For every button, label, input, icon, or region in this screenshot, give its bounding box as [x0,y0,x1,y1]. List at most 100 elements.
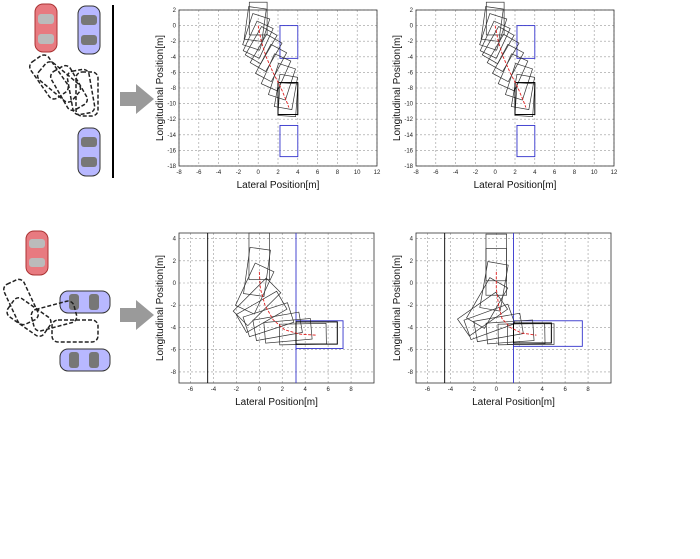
trajectory-line [494,25,527,108]
vehicle-pose [252,311,303,341]
x-tick-label: 8 [573,170,577,176]
parked-car-icon [59,348,111,372]
trajectory-plot-parallel-2: -8 -6 -4 -2 0 2 4 6 8 10 12 -18 -16 -14 -12 -10 -8 -6 -4 -2… [392,1,618,191]
vehicle-pose [513,322,552,344]
plot-frame [178,9,378,167]
vehicle-pose [260,53,292,92]
x-tick-label: -6 [433,170,439,176]
y-tick-label: -14 [404,133,413,139]
parking-slot-box [516,25,536,59]
vehicle-pose [514,82,536,116]
vehicle-pose [235,290,288,333]
trajectory-line [258,271,317,336]
y-tick-label: -2 [171,39,177,45]
x-tick-label: -4 [216,170,222,176]
y-tick-label: 0 [410,281,414,287]
vehicle-pose [514,82,536,118]
x-tick-label: -4 [211,387,217,393]
y-tick-label: 2 [173,8,177,14]
x-axis-label: Lateral Position[m] [235,397,318,408]
x-tick-label: 2 [281,387,285,393]
y-tick-label: -16 [167,148,176,154]
x-tick-label: -2 [234,387,240,393]
trajectory-line [257,25,290,108]
y-tick-label: 4 [173,237,177,243]
x-tick-label: -6 [425,387,431,393]
x-tick-label: 8 [336,170,340,176]
y-tick-label: -2 [408,39,414,45]
y-tick-label: 0 [173,281,177,287]
vehicle-pose [242,20,274,59]
x-tick-label: 0 [494,170,498,176]
y-tick-label: -2 [408,303,414,309]
y-tick-label: -6 [408,348,414,354]
y-tick-label: -16 [404,148,413,154]
vehicle-pose [235,262,275,315]
y-axis-label: Longitudinal Position[m] [392,35,403,141]
x-tick-label: 2 [276,170,280,176]
y-tick-label: -18 [404,164,413,170]
y-axis-label: Longitudinal Position[m] [155,255,166,361]
vehicle-pose [243,6,267,42]
vehicle-pose [255,43,288,83]
x-tick-label: 6 [553,170,557,176]
vehicle-pose [504,62,533,101]
vehicle-pose [232,277,282,327]
x-tick-label: 8 [586,387,590,393]
y-tick-label: 0 [173,24,177,30]
vehicle-pose [244,25,278,65]
y-tick-label: -12 [167,117,176,123]
y-tick-label: -2 [171,303,177,309]
trajectory-plot-perpendicular-1: -6 -4 -2 0 2 4 6 8 -8 -6 -4 -2 0 2 4 Lateral Position[m… [155,232,375,408]
x-tick-label: 4 [533,170,537,176]
x-tick-label: -8 [413,170,419,176]
x-axis-label: Lateral Position[m] [474,180,557,191]
x-tick-label: -2 [473,170,479,176]
y-tick-label: -4 [171,325,177,331]
vehicle-pose [486,33,520,73]
x-tick-label: 0 [257,170,261,176]
x-tick-label: -6 [196,170,202,176]
x-tick-label: 0 [258,387,262,393]
x-tick-label: -8 [176,170,182,176]
y-tick-label: -8 [171,370,177,376]
x-tick-label: 4 [541,387,545,393]
vehicle-pose [263,318,313,344]
vehicle-pose [481,25,515,65]
x-tick-label: 6 [316,170,320,176]
vehicle-pose [249,33,283,73]
arrow-right-icon [120,300,154,330]
vehicle-pose [479,20,511,59]
vehicle-pose [295,321,338,345]
perpendicular-parking-illustration [2,230,111,372]
vehicle-pose [243,246,271,297]
x-tick-label: 2 [513,170,517,176]
vehicle-pose [242,302,295,338]
vehicle-pose [277,82,299,116]
x-tick-label: 4 [304,387,308,393]
red-car-icon [34,3,58,53]
y-axis-label: Longitudinal Position[m] [392,255,403,361]
x-tick-label: 2 [518,387,522,393]
y-tick-label: -10 [404,102,413,108]
trajectory-plot-perpendicular-2: -6 -4 -2 0 2 4 6 8 -8 -6 -4 -2 0 2 4 Lateral Position[m… [392,232,612,408]
y-tick-label: -6 [408,70,414,76]
vehicle-pose [479,13,508,51]
vehicle-pose [242,13,271,51]
y-tick-label: 4 [410,237,414,243]
y-tick-label: -18 [167,164,176,170]
x-tick-label: 4 [296,170,300,176]
y-tick-label: -8 [171,86,177,92]
red-car-icon [25,230,49,276]
x-tick-label: -6 [188,387,194,393]
vehicle-pose [485,319,535,345]
vehicle-pose [497,53,529,92]
x-tick-label: -4 [453,170,459,176]
y-tick-label: -6 [171,70,177,76]
dashed-trajectory-cars [28,54,99,117]
trajectory-plot-parallel-1: -8 -6 -4 -2 0 2 4 6 8 10 12 -18 -16 -14 -12 -10 -8 -6 -4 -2… [155,1,381,191]
y-tick-label: -10 [167,102,176,108]
x-tick-label: -4 [448,387,454,393]
plot-frame [415,9,615,167]
x-tick-label: 8 [349,387,353,393]
